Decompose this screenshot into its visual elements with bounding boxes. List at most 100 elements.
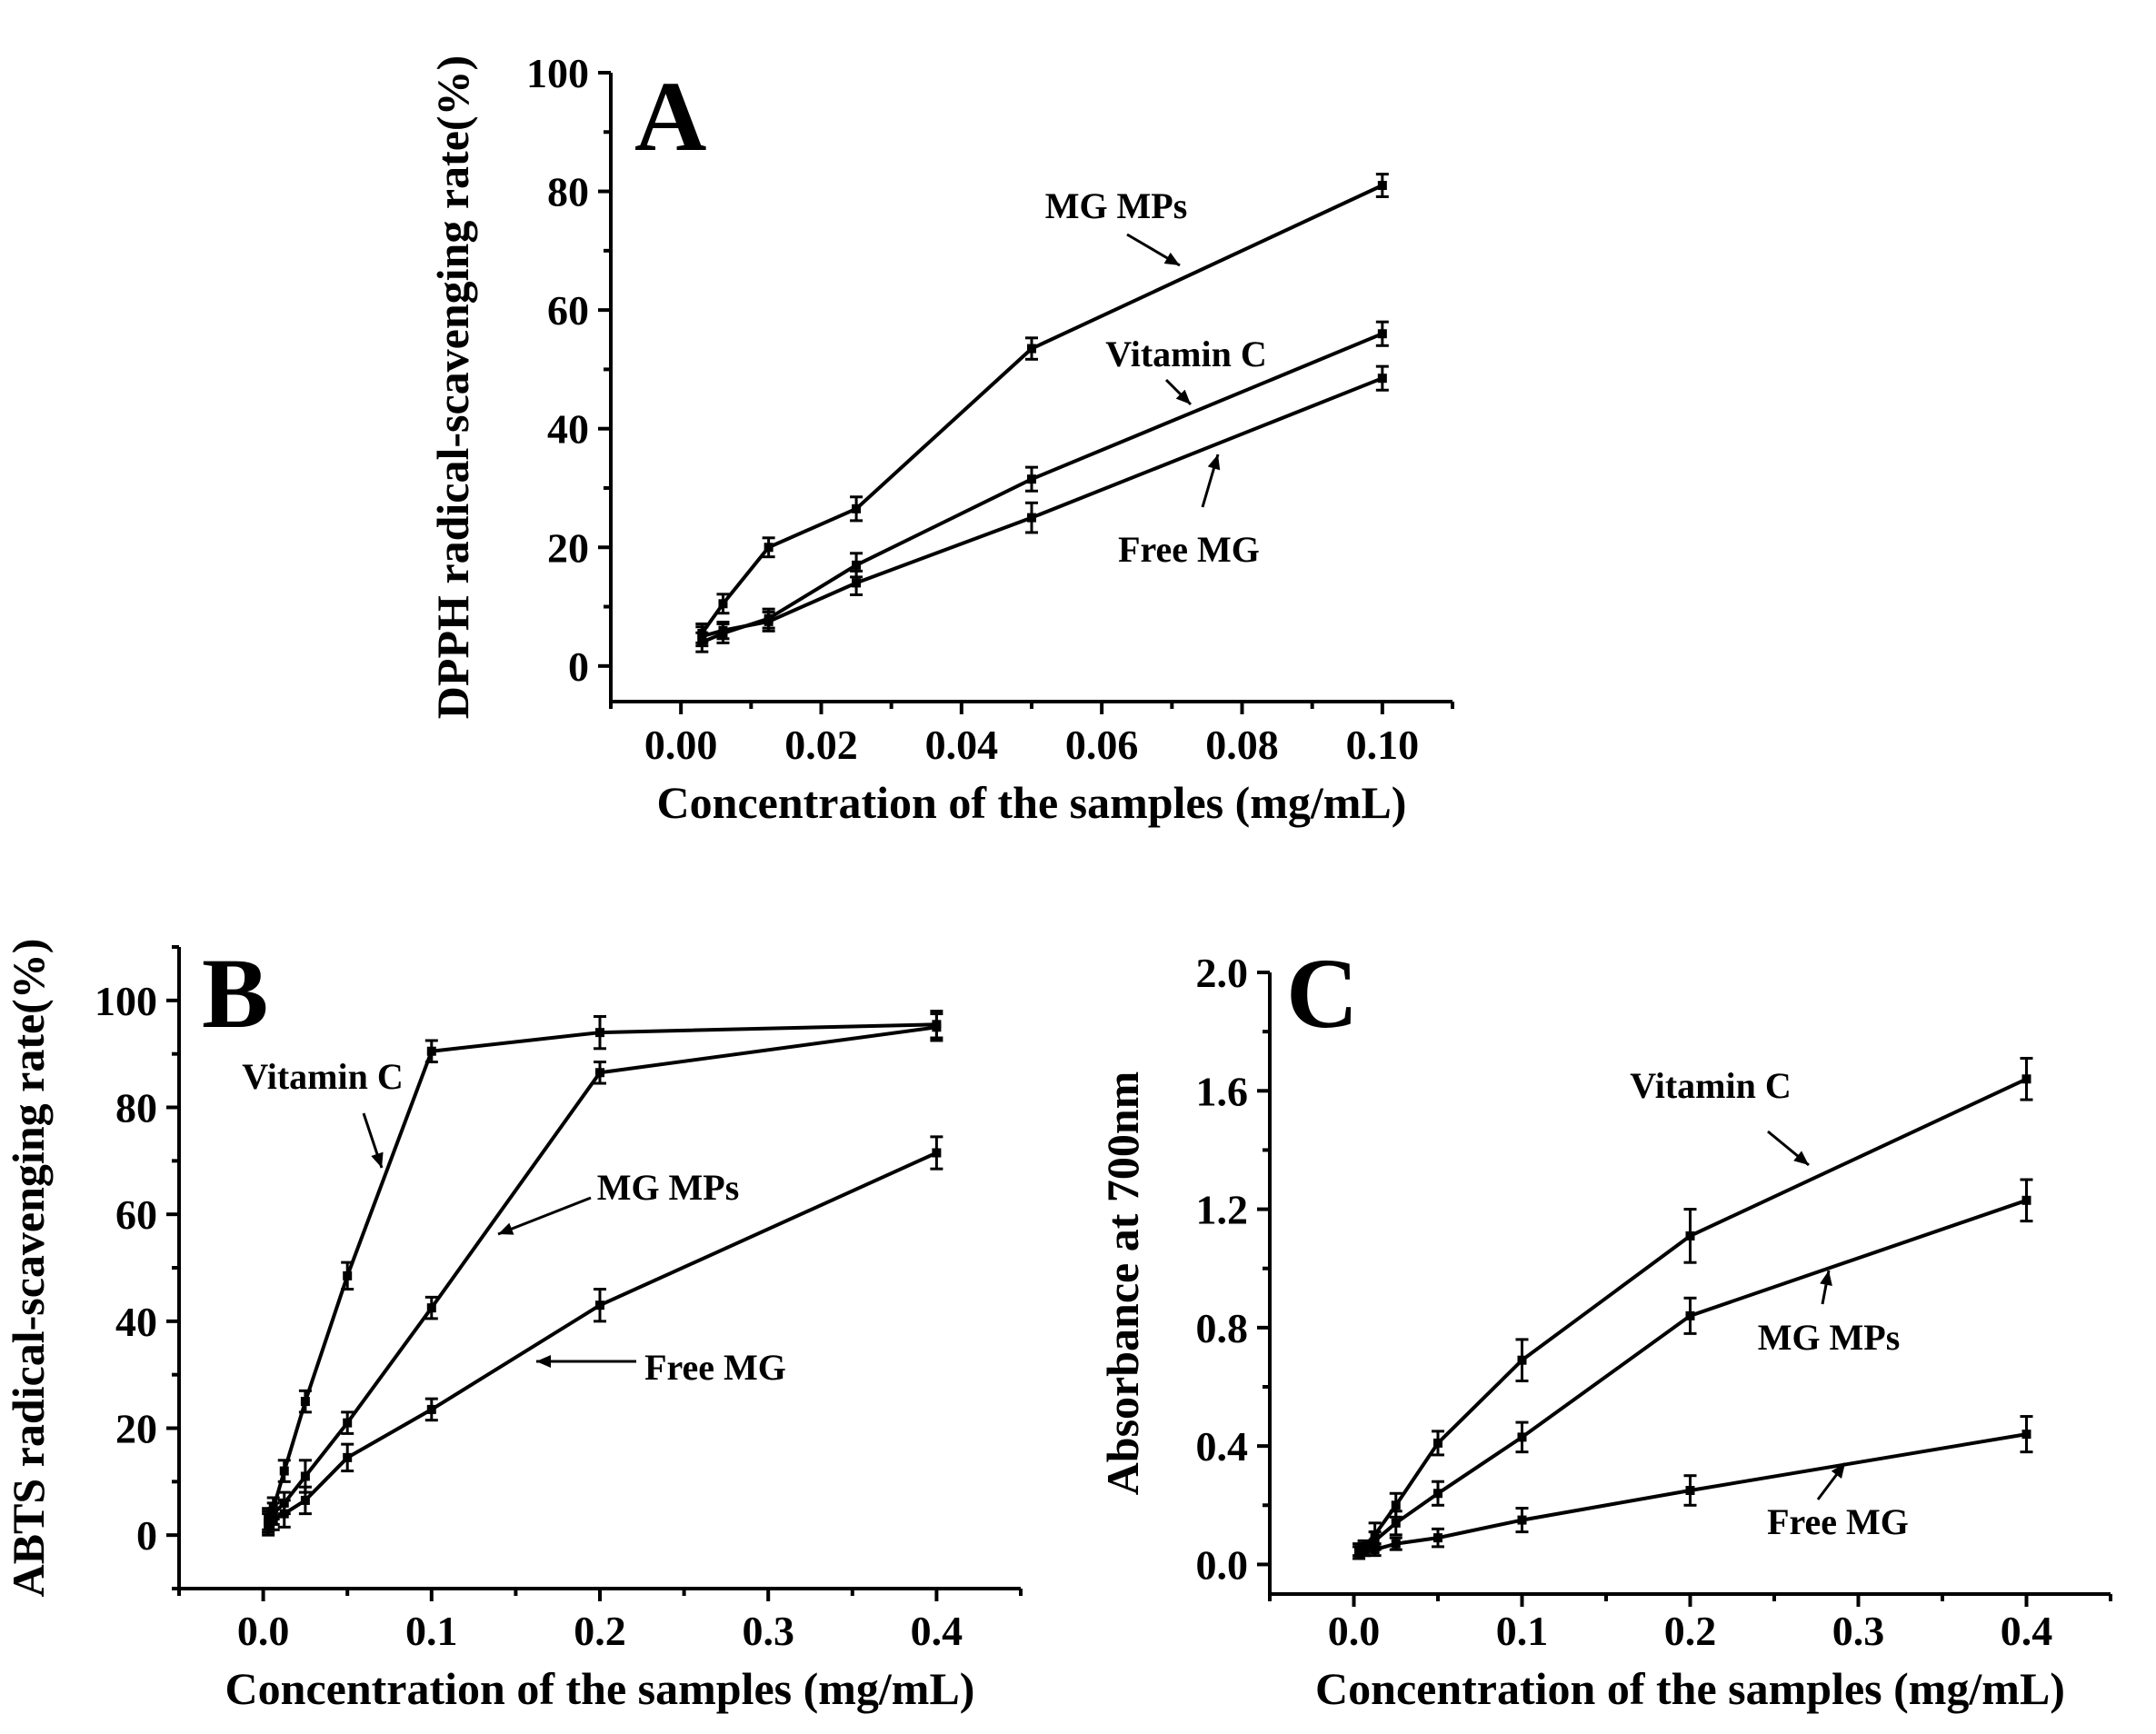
panel-b-series-mg-mps-point: [595, 1068, 604, 1078]
panel-a-series-free-mg-point: [852, 578, 862, 588]
panel-c-series-free-mg-point: [1359, 1545, 1369, 1555]
panel-a-x-axis-label: Concentration of the samples (mg/mL): [657, 777, 1407, 828]
panel-a-series-mg-mps-line: [700, 184, 1383, 635]
panel-a-annotation-free-mg-arrow-head: [1207, 454, 1221, 471]
panel-c-series-mg-mps-point: [2021, 1195, 2031, 1205]
panel-c-series-free-mg-point: [1433, 1533, 1442, 1543]
panel-a-x-tick-label: 0.00: [644, 722, 718, 768]
panel-a-series-free-mg: [695, 364, 1389, 648]
panel-a-series-mg-mps-point: [1027, 344, 1036, 354]
panel-a-letter: A: [634, 61, 706, 172]
panel-c-annotation-mg-mps-label: MG MPs: [1758, 1317, 1901, 1358]
panel-a-annotation-free-mg-label: Free MG: [1118, 529, 1260, 570]
panel-a-series-vitamin-c-line: [701, 332, 1383, 644]
panel-b-y-axis-label: ABTS radical-scavenging rate(%): [3, 939, 54, 1598]
panel-c-annotation-vitamin-c-label: Vitamin C: [1630, 1065, 1791, 1106]
panel-a-series-mg-mps-point: [852, 503, 862, 513]
panel-a-series-free-mg-point: [1377, 374, 1387, 384]
panel-b-series-free-mg: [262, 1135, 943, 1537]
panel-a-annotation-mg-mps-label: MG MPs: [1045, 185, 1188, 226]
panel-b-x-tick-label: 0.4: [911, 1608, 963, 1654]
panel-b-annotation-vitamin-c-label: Vitamin C: [242, 1056, 403, 1097]
panel-c-x-tick-label: 0.3: [1832, 1608, 1885, 1654]
panel-b-series-vitamin-c-point: [343, 1271, 353, 1281]
panel-c-y-tick-label: 1.2: [1196, 1187, 1249, 1233]
panel-c: 0.0 0.1 0.2 0.3 0.4 0.0 0.4 0.8 1.2 1.6 2.0 Concent…: [1097, 938, 2112, 1714]
panel-c-letter: C: [1286, 938, 1358, 1049]
panel-c-y-tick-label: 2.0: [1196, 950, 1249, 996]
panel-b-annotation-mg-mps-label: MG MPs: [597, 1167, 740, 1208]
panel-b-letter: B: [202, 938, 268, 1049]
panel-b-x-tick-label: 0.3: [742, 1608, 794, 1654]
panel-b-series-vitamin-c-point: [426, 1046, 436, 1056]
panel-b: 0.0 0.1 0.2 0.3 0.4 0 20 40 60 80 100 Concentration…: [3, 938, 1023, 1714]
panel-c-series-vitamin-c-point: [2021, 1074, 2031, 1084]
panel-b-series-vitamin-c-point: [279, 1466, 289, 1476]
panel-c-y-tick-label: 1.6: [1196, 1068, 1249, 1114]
panel-b-series-free-mg-point: [932, 1148, 942, 1158]
panel-b-x-axis-label: Concentration of the samples (mg/mL): [225, 1663, 975, 1714]
panel-a-y-tick-label: 100: [526, 50, 589, 96]
panel-c-x-axis-label: Concentration of the samples (mg/mL): [1315, 1663, 2065, 1714]
panel-c-series-free-mg: [1352, 1415, 2033, 1560]
panel-b-y-tick-label: 20: [115, 1406, 157, 1452]
panel-c-x-tick-label: 0.0: [1328, 1608, 1381, 1654]
panel-b-y-tick-label: 80: [115, 1085, 157, 1131]
panel-b-series-vitamin-c-point: [595, 1028, 604, 1038]
panel-a-y-tick-label: 60: [547, 287, 589, 334]
panel-c-x-tick-label: 0.2: [1664, 1608, 1717, 1654]
panel-b-x-tick-label: 0.1: [405, 1608, 458, 1654]
panel-a-series-free-mg-point: [697, 632, 707, 642]
panel-a-series-mg-mps: [695, 173, 1389, 644]
panel-c-y-axis-label: Absorbance at 700nm: [1097, 1071, 1148, 1496]
panel-b-annotation-free-mg-label: Free MG: [644, 1347, 786, 1388]
panel-c-series-mg-mps-point: [1391, 1518, 1401, 1528]
panel-a-x-tick-label: 0.06: [1065, 722, 1139, 768]
panel-b-y-tick-label: 60: [115, 1191, 157, 1238]
panel-a-series-vitamin-c-point: [852, 560, 862, 570]
panel-b-series-vitamin-c-point: [300, 1397, 310, 1407]
panel-a-y-axis-label: DPPH radical-scavenging rate(%): [427, 55, 478, 719]
panel-a-y-tick-label: 20: [547, 524, 589, 571]
panel-a-series-mg-mps-point: [718, 599, 728, 609]
panel-c-series-free-mg-point: [1685, 1486, 1695, 1495]
panel-c-annotation-free-mg-arrow-head: [1831, 1463, 1845, 1479]
panel-a: 0.00 0.02 0.04 0.06 0.08 0.10 0 20 40 60 80 100 Conc…: [427, 50, 1454, 828]
panel-a-series-free-mg-point: [718, 625, 728, 635]
panel-a-x-tick-label: 0.08: [1205, 722, 1279, 768]
panel-a-series-vitamin-c: [695, 320, 1389, 653]
panel-a-annotation-vitamin-c-arrow-head: [1175, 389, 1191, 404]
panel-a-x-tick-label: 0.04: [925, 722, 999, 768]
panel-b-x-tick-label: 0.2: [574, 1608, 626, 1654]
panel-c-y-tick-label: 0.0: [1196, 1541, 1249, 1588]
panel-c-series-mg-mps-line: [1357, 1198, 2028, 1555]
panel-c-series-free-mg-point: [1370, 1545, 1380, 1555]
panel-b-series-mg-mps-point: [300, 1471, 310, 1481]
panel-c-series-mg-mps-point: [1433, 1489, 1442, 1499]
panel-c-series-vitamin-c-point: [1391, 1500, 1401, 1510]
panel-a-x-tick-label: 0.10: [1346, 722, 1420, 768]
panel-c-y-tick-label: 0.8: [1196, 1305, 1249, 1351]
panel-a-y-tick-label: 40: [547, 406, 589, 453]
panel-b-series-free-mg-point: [595, 1300, 604, 1310]
panel-a-series-mg-mps-point: [1377, 181, 1387, 191]
panel-a-x-tick-label: 0.02: [784, 722, 858, 768]
panel-b-y-tick-label: 0: [136, 1512, 157, 1559]
panel-a-series-free-mg-point: [764, 616, 774, 626]
panel-c-annotation-vitamin-c-arrow-head: [1793, 1151, 1809, 1165]
panel-b-y-tick-label: 100: [95, 978, 157, 1024]
panel-c-series-mg-mps-point: [1685, 1310, 1695, 1320]
panel-c-series-free-mg-point: [1391, 1539, 1401, 1549]
panel-b-series-free-mg-point: [343, 1452, 353, 1462]
panel-c-series-free-mg-point: [1354, 1548, 1364, 1558]
panel-b-annotation-mg-mps-arrow-head: [498, 1222, 514, 1235]
panel-c-series-mg-mps-point: [1517, 1432, 1527, 1442]
panel-b-annotation-vitamin-c-arrow-head: [371, 1151, 384, 1168]
panel-c-annotation-free-mg-label: Free MG: [1767, 1501, 1909, 1542]
panel-c-series-free-mg-point: [1517, 1515, 1527, 1525]
panel-c-series-mg-mps-point: [1370, 1536, 1380, 1546]
panel-b-series-free-mg-point: [264, 1520, 274, 1530]
panel-b-annotation-free-mg-arrow-head: [536, 1355, 551, 1368]
panel-c-series-vitamin-c-point: [1517, 1355, 1527, 1365]
panel-b-series-mg-mps-point: [343, 1418, 353, 1428]
